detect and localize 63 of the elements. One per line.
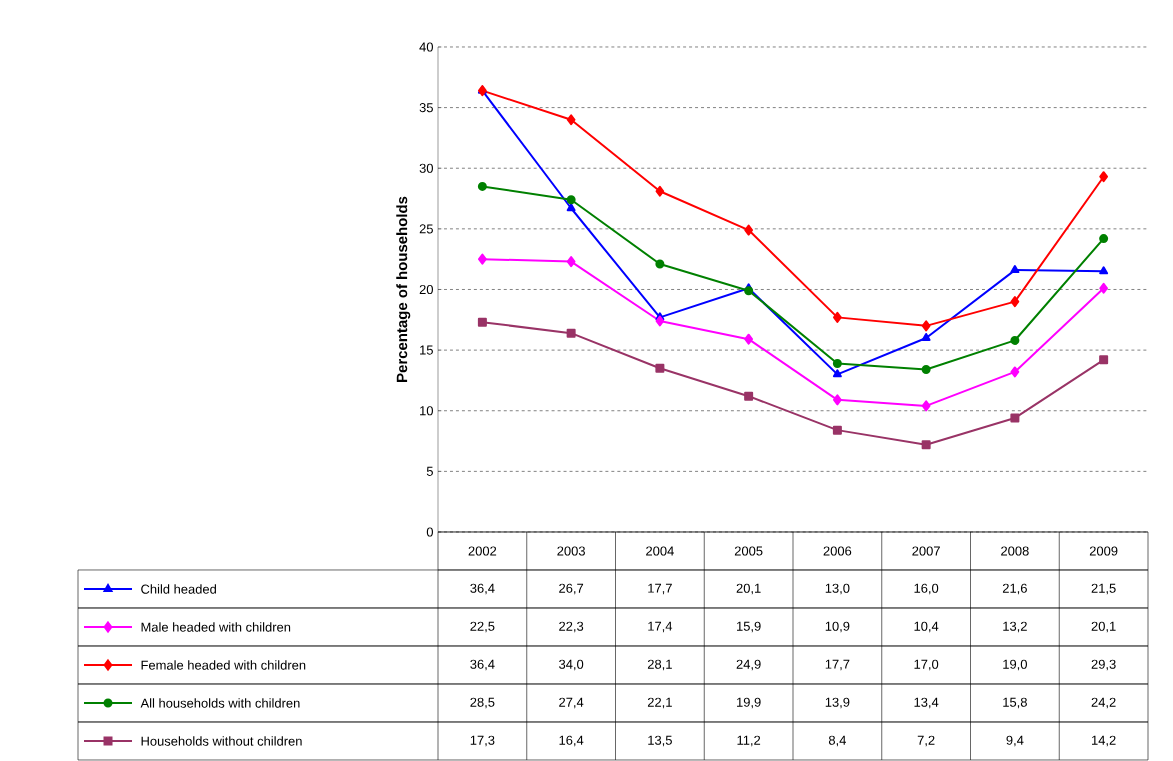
data-label: 34,0 [559,659,584,671]
data-label: 27,4 [559,697,584,709]
data-label: 22,1 [647,697,672,709]
data-label: 13,4 [914,697,939,709]
y-tick-label: 20 [419,284,433,295]
y-tick-label: 5 [426,466,433,476]
data-label: 8,4 [828,735,847,747]
data-label: 17,7 [825,659,850,671]
y-tick-label: 25 [419,224,433,234]
data-label: 15,9 [737,621,761,633]
data-label: 24,2 [1091,697,1116,709]
data-label: 13,9 [825,697,850,709]
data-label: 16,0 [914,583,939,595]
y-tick-label: 30 [419,163,433,173]
data-label: 20,1 [736,583,761,595]
data-label: 21,6 [1002,583,1027,595]
data-label: 20,1 [1091,621,1116,633]
x-tick-label: 2008 [1001,546,1029,556]
data-label: 24,9 [736,659,761,671]
data-label: 13,2 [1003,621,1027,633]
y-tick-label: 15 [420,345,433,355]
x-tick-label: 2005 [734,546,763,556]
data-label: 15,8 [1003,697,1027,709]
data-label: 16,4 [559,735,584,747]
data-label: 28,5 [470,697,495,709]
data-label: 13,5 [648,735,672,747]
data-label: 14,2 [1092,735,1116,747]
data-label: 36,4 [470,583,495,595]
x-tick-label: 2003 [557,546,585,556]
data-label: 10,9 [825,621,850,633]
data-label: 17,7 [648,583,672,595]
x-tick-label: 2007 [912,546,940,556]
data-label: 19,0 [1003,659,1027,671]
legend-label: Male headed with children [141,622,291,632]
legend-label: Households without children [141,736,302,746]
y-tick-label: 35 [419,103,433,113]
data-label: 17,0 [914,659,939,671]
x-tick-label: 2006 [823,546,852,556]
x-tick-label: 2004 [646,546,674,556]
data-label: 13,0 [825,583,850,595]
x-tick-label: 2002 [468,546,497,556]
y-tick-label: 0 [426,527,433,537]
data-label: 22,5 [470,621,495,633]
y-tick-label: 10 [420,406,433,416]
data-label: 26,7 [559,583,584,595]
data-label: 17,3 [470,735,495,747]
legend-label: Female headed with children [141,660,306,670]
data-label: 7,2 [917,735,935,747]
data-label: 11,2 [737,735,761,747]
legend-label: All households with children [140,698,300,708]
x-tick-label: 2009 [1089,546,1118,556]
legend-label: Child headed [141,584,216,594]
y-tick-label: 40 [419,42,433,52]
data-label: 28,1 [647,659,672,671]
data-label: 19,9 [737,697,761,709]
y-axis-title: Percentage of households [396,196,411,382]
data-label: 10,4 [914,621,939,633]
data-label: 21,5 [1091,583,1116,595]
data-label: 17,4 [648,621,673,633]
data-label: 9,4 [1006,735,1024,747]
data-label: 29,3 [1091,659,1116,671]
data-label: 36,4 [470,659,495,671]
data-label: 22,3 [559,621,584,633]
